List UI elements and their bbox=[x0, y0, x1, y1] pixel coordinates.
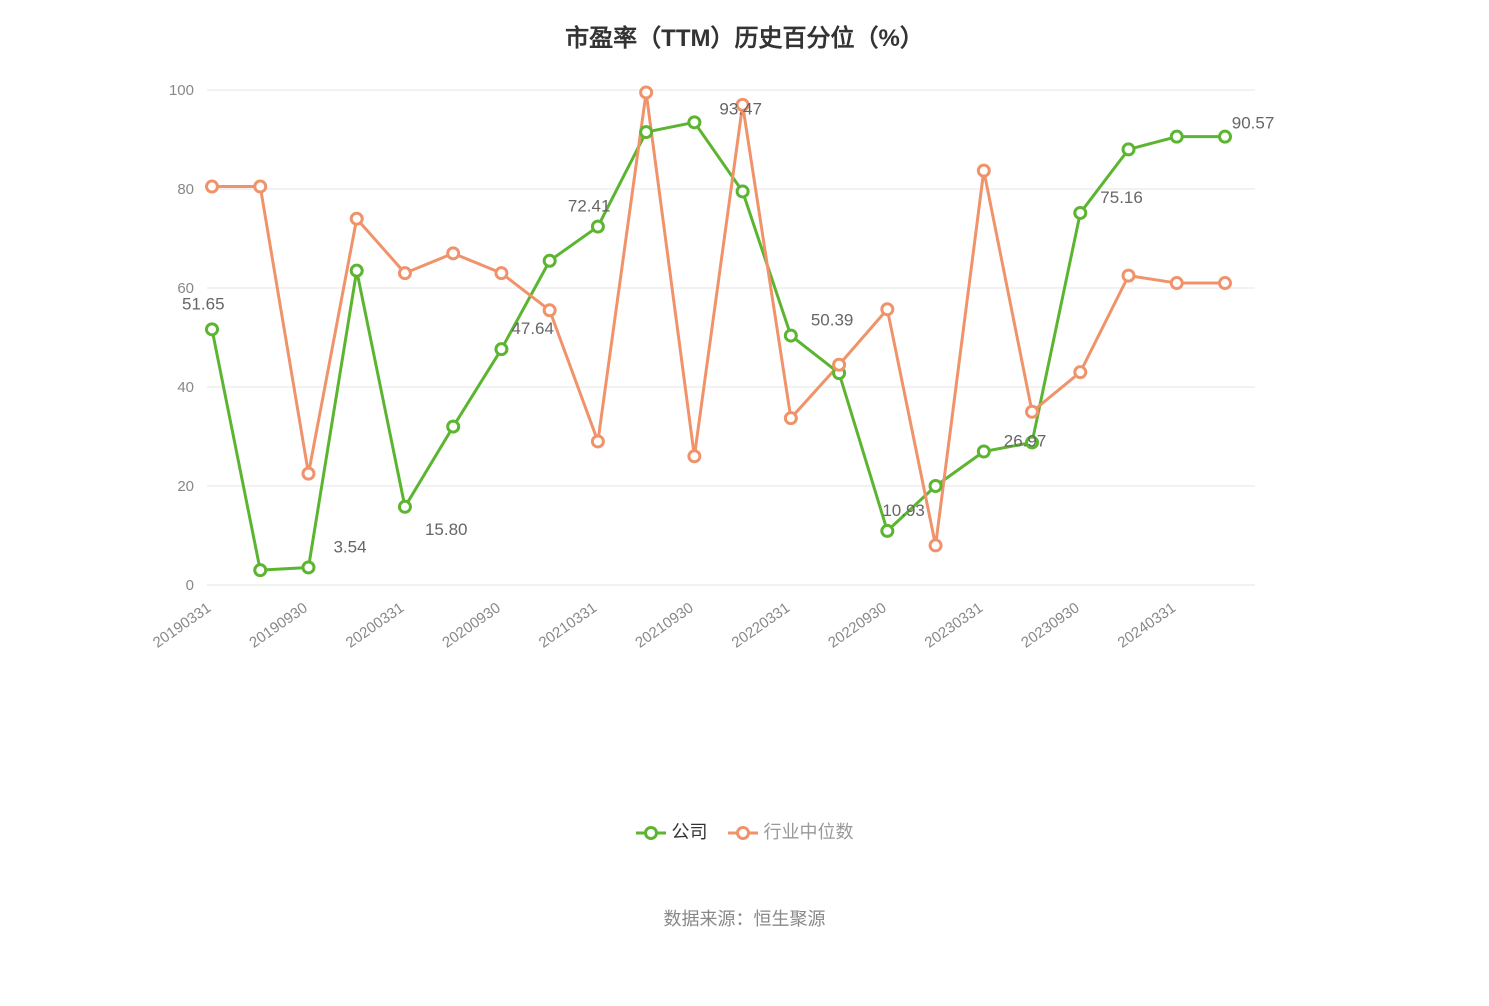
svg-text:10.93: 10.93 bbox=[882, 501, 925, 520]
legend-label: 行业中位数 bbox=[764, 818, 854, 844]
svg-text:20190331: 20190331 bbox=[150, 599, 214, 651]
svg-text:75.16: 75.16 bbox=[1100, 188, 1143, 207]
svg-text:15.80: 15.80 bbox=[425, 520, 468, 539]
svg-text:100: 100 bbox=[169, 82, 194, 99]
svg-text:20210331: 20210331 bbox=[536, 599, 600, 651]
svg-text:26.97: 26.97 bbox=[1004, 431, 1047, 450]
svg-text:47.64: 47.64 bbox=[511, 319, 554, 338]
legend-item[interactable]: 公司 bbox=[636, 820, 708, 842]
chart-legend: 公司 行业中位数 bbox=[0, 820, 1489, 845]
svg-text:72.41: 72.41 bbox=[568, 197, 611, 216]
svg-text:20230331: 20230331 bbox=[922, 599, 986, 651]
legend-item[interactable]: 行业中位数 bbox=[728, 820, 854, 842]
svg-text:93.47: 93.47 bbox=[719, 99, 762, 118]
svg-text:20: 20 bbox=[177, 478, 194, 495]
svg-text:20220331: 20220331 bbox=[729, 599, 793, 651]
svg-text:50.39: 50.39 bbox=[811, 311, 854, 330]
svg-text:0: 0 bbox=[186, 577, 194, 594]
svg-text:20210930: 20210930 bbox=[632, 599, 696, 651]
svg-text:40: 40 bbox=[177, 379, 194, 396]
svg-text:20190930: 20190930 bbox=[246, 599, 310, 651]
chart-plot-area: 0204060801002019033120190930202003312020… bbox=[0, 0, 1489, 760]
legend-label: 公司 bbox=[672, 818, 708, 844]
svg-text:51.65: 51.65 bbox=[182, 294, 225, 313]
svg-text:20200331: 20200331 bbox=[343, 599, 407, 651]
legend-swatch-icon bbox=[636, 824, 666, 838]
svg-text:20240331: 20240331 bbox=[1115, 599, 1179, 651]
svg-text:3.54: 3.54 bbox=[333, 537, 366, 556]
svg-text:20230930: 20230930 bbox=[1018, 599, 1082, 651]
svg-text:20200930: 20200930 bbox=[439, 599, 503, 651]
svg-text:90.57: 90.57 bbox=[1232, 114, 1275, 133]
svg-text:80: 80 bbox=[177, 181, 194, 198]
legend-swatch-icon bbox=[728, 824, 758, 838]
svg-text:20220930: 20220930 bbox=[825, 599, 889, 651]
data-source-label: 数据来源：恒生聚源 bbox=[0, 905, 1489, 931]
